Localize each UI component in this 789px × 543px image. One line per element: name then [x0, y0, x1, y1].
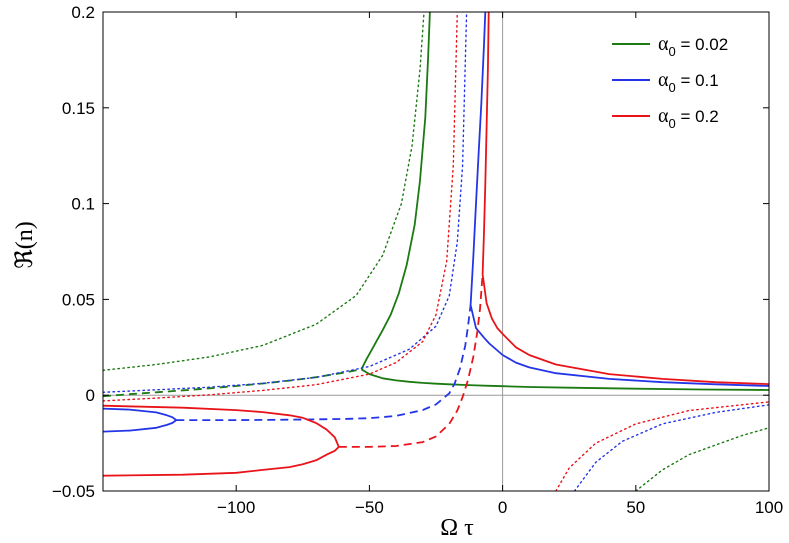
- x-tick-label: 50: [626, 498, 645, 517]
- legend-label-1: α0 = 0.1: [658, 69, 719, 95]
- y-tick-label: 0.1: [71, 195, 95, 214]
- series-line-1: [360, 368, 769, 391]
- series-line-10: [103, 12, 468, 393]
- legend-label-0: α0 = 0.02: [658, 33, 728, 59]
- series-line-7: [176, 304, 472, 422]
- series-line-13: [103, 446, 340, 477]
- series-line-8: [469, 12, 487, 306]
- axis-ticks: −100 −50 0 50 100 −0.05 0 0.05 0.1 0.15 0.2: [52, 3, 783, 517]
- series-line-17: [103, 12, 458, 402]
- series-line-0: [360, 12, 431, 370]
- series-line-12: [103, 404, 340, 448]
- y-tick-label: 0.2: [71, 3, 95, 22]
- series-line-6: [103, 419, 177, 433]
- y-tick-label: 0: [86, 386, 95, 405]
- x-tick-label: −100: [217, 498, 255, 517]
- series-line-15: [481, 12, 490, 275]
- x-tick-label: −50: [355, 498, 384, 517]
- series-line-4: [635, 427, 769, 491]
- series-line-3: [103, 12, 425, 371]
- series-line-18: [555, 401, 769, 491]
- y-tick-label: −0.05: [52, 482, 95, 501]
- series-line-5: [103, 407, 177, 421]
- plot-frame: [102, 11, 770, 492]
- y-tick-label: 0.15: [62, 99, 95, 118]
- series-line-2: [103, 368, 362, 398]
- series-line-16: [481, 274, 769, 385]
- y-tick-label: 0.05: [62, 290, 95, 309]
- x-axis-title: Ω τ: [440, 515, 474, 541]
- plot-area: [103, 12, 769, 491]
- legend: α0 = 0.02 α0 = 0.1 α0 = 0.2: [612, 33, 728, 131]
- series-line-11: [573, 404, 769, 491]
- y-axis-title: ℜ(n): [12, 221, 38, 269]
- x-tick-label: 0: [498, 498, 507, 517]
- legend-label-2: α0 = 0.2: [658, 105, 719, 131]
- series-line-9: [469, 304, 769, 387]
- x-tick-label: 100: [755, 498, 783, 517]
